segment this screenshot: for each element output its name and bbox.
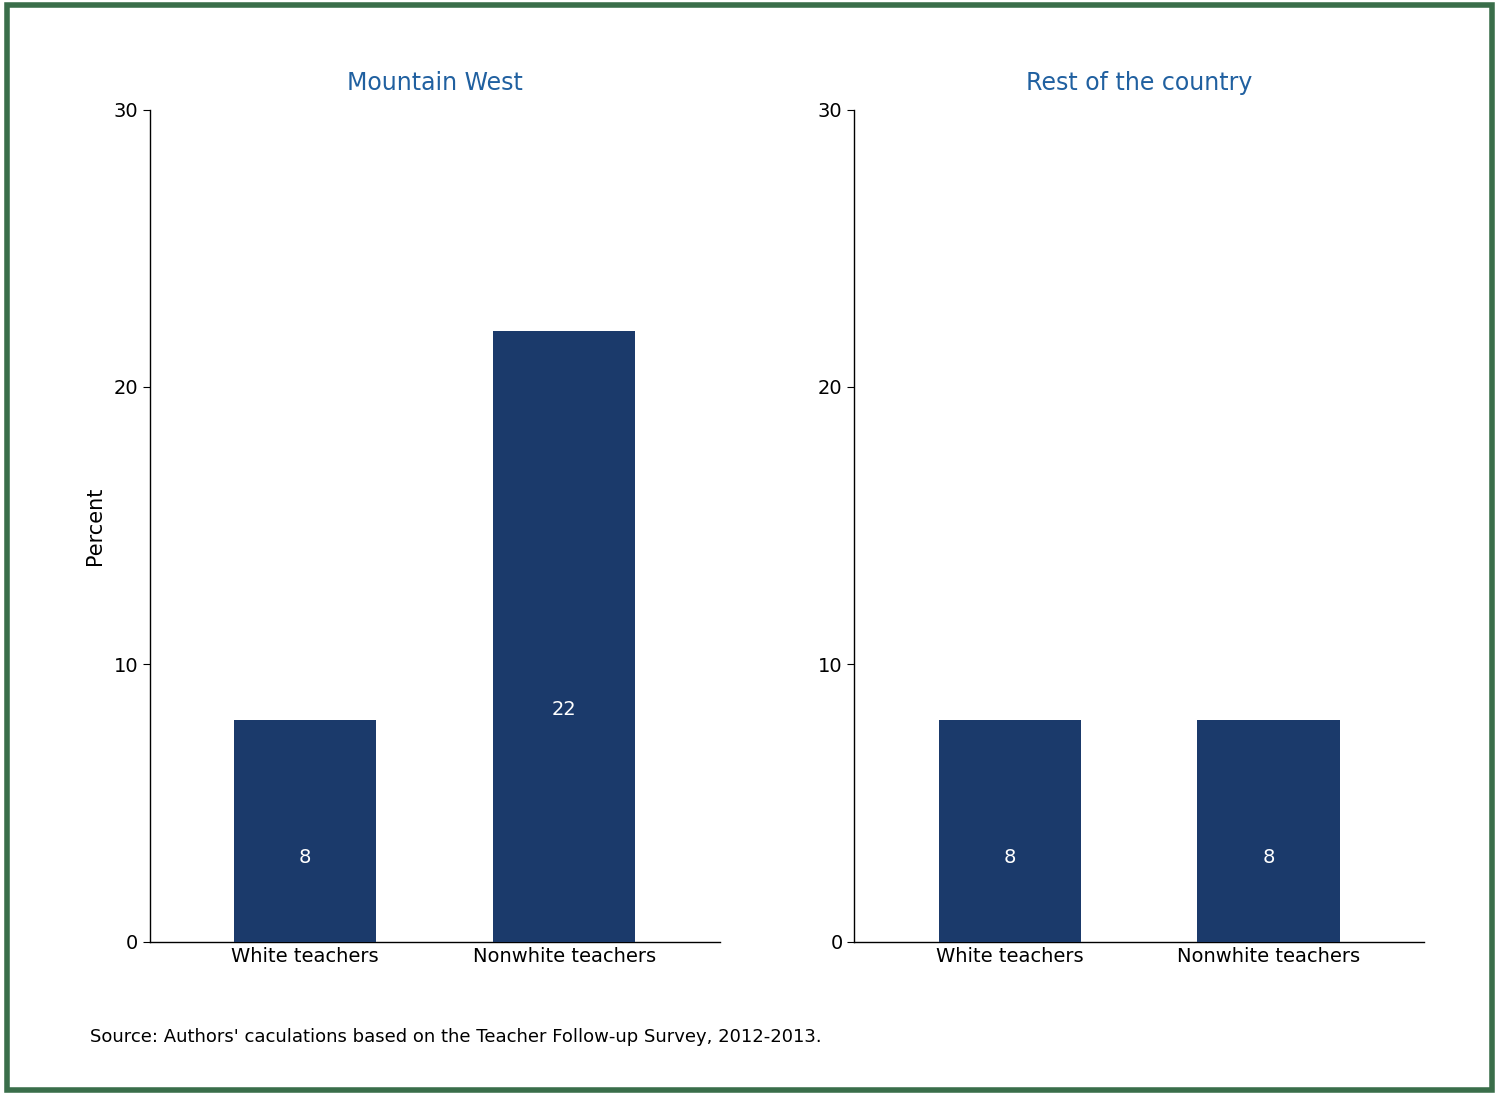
Bar: [234, 719, 376, 942]
Text: 22: 22: [552, 701, 577, 719]
Title: Mountain West: Mountain West: [346, 71, 523, 95]
Text: 8: 8: [1262, 848, 1274, 867]
Text: Source: Authors' caculations based on the Teacher Follow-up Survey, 2012-2013.: Source: Authors' caculations based on th…: [90, 1028, 821, 1046]
Bar: [938, 719, 1081, 942]
Bar: [493, 332, 636, 942]
Title: Rest of the country: Rest of the country: [1025, 71, 1253, 95]
Bar: [1198, 719, 1340, 942]
Text: 8: 8: [300, 848, 312, 867]
Text: 8: 8: [1004, 848, 1016, 867]
Y-axis label: Percent: Percent: [85, 486, 105, 565]
